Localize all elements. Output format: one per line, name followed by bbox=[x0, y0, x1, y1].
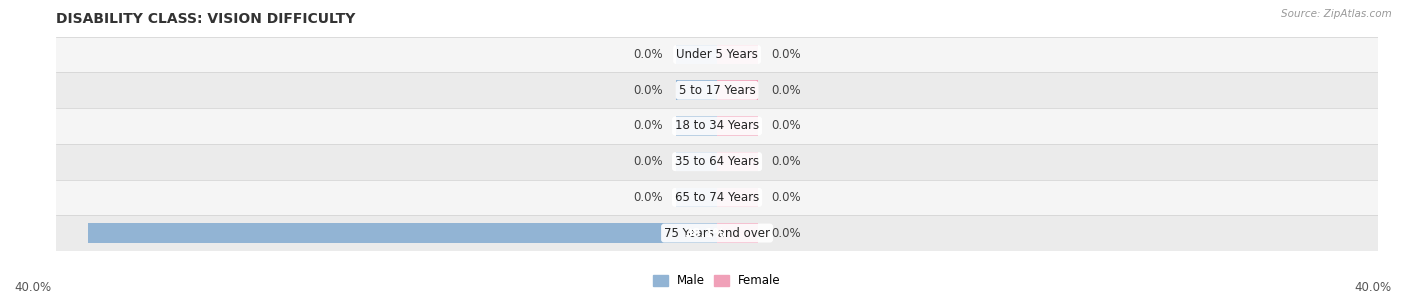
Text: 5 to 17 Years: 5 to 17 Years bbox=[679, 84, 755, 97]
Text: 0.0%: 0.0% bbox=[772, 48, 801, 61]
Text: 18 to 34 Years: 18 to 34 Years bbox=[675, 119, 759, 132]
Text: 0.0%: 0.0% bbox=[772, 191, 801, 204]
Bar bbox=[56, 144, 1378, 180]
Bar bbox=[676, 116, 717, 136]
Bar bbox=[717, 116, 758, 136]
Text: 0.0%: 0.0% bbox=[633, 84, 662, 97]
Bar bbox=[56, 108, 1378, 144]
Text: DISABILITY CLASS: VISION DIFFICULTY: DISABILITY CLASS: VISION DIFFICULTY bbox=[56, 12, 356, 26]
Bar bbox=[717, 188, 758, 207]
Text: 0.0%: 0.0% bbox=[633, 119, 662, 132]
Text: 35 to 64 Years: 35 to 64 Years bbox=[675, 155, 759, 168]
Bar bbox=[717, 152, 758, 171]
Text: 40.0%: 40.0% bbox=[14, 281, 51, 294]
Bar bbox=[56, 73, 1378, 108]
Bar bbox=[717, 45, 758, 64]
Text: 0.0%: 0.0% bbox=[633, 48, 662, 61]
Bar bbox=[676, 152, 717, 171]
Text: 65 to 74 Years: 65 to 74 Years bbox=[675, 191, 759, 204]
Text: 0.0%: 0.0% bbox=[772, 155, 801, 168]
Text: 38.1%: 38.1% bbox=[685, 226, 725, 240]
Text: 0.0%: 0.0% bbox=[772, 84, 801, 97]
Text: 0.0%: 0.0% bbox=[772, 226, 801, 240]
Text: 40.0%: 40.0% bbox=[1355, 281, 1392, 294]
Bar bbox=[676, 188, 717, 207]
Legend: Male, Female: Male, Female bbox=[648, 270, 786, 292]
Bar bbox=[56, 215, 1378, 251]
Bar bbox=[676, 45, 717, 64]
Text: Source: ZipAtlas.com: Source: ZipAtlas.com bbox=[1281, 9, 1392, 19]
Text: 0.0%: 0.0% bbox=[633, 191, 662, 204]
Text: 0.0%: 0.0% bbox=[772, 119, 801, 132]
Bar bbox=[56, 180, 1378, 215]
Bar bbox=[56, 37, 1378, 73]
Text: 75 Years and over: 75 Years and over bbox=[664, 226, 770, 240]
Bar bbox=[717, 223, 758, 243]
Bar bbox=[87, 223, 717, 243]
Bar bbox=[676, 80, 717, 100]
Bar bbox=[717, 80, 758, 100]
Text: 0.0%: 0.0% bbox=[633, 155, 662, 168]
Text: Under 5 Years: Under 5 Years bbox=[676, 48, 758, 61]
